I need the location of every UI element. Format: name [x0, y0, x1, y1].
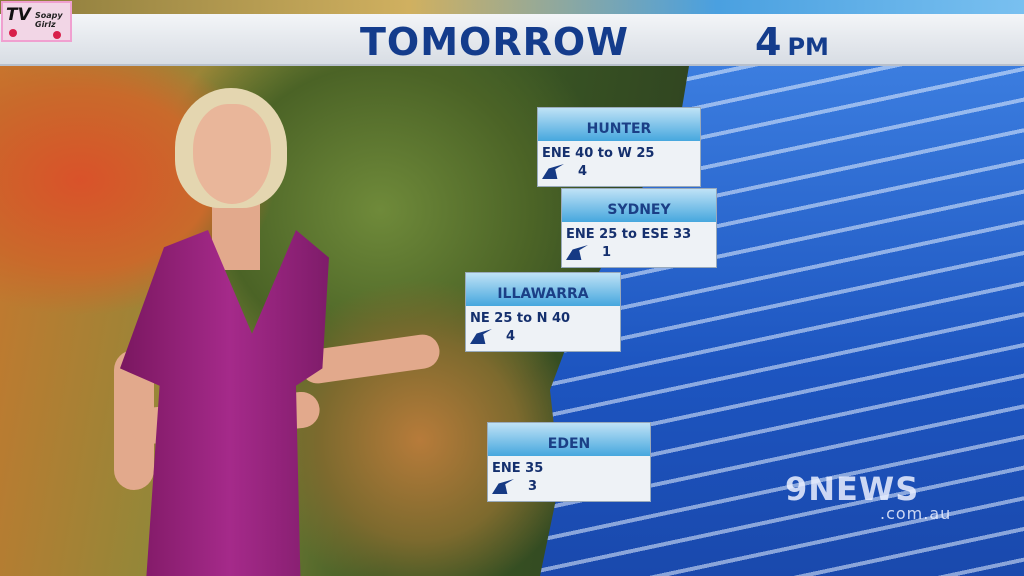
region-card-hunter: HUNTER ENE 40 to W 25 4 [537, 107, 701, 187]
region-name: SYDNEY [562, 189, 716, 222]
news-watermark: 9NEWS .com.au [785, 470, 952, 523]
wave-icon [542, 164, 564, 179]
title-banner: TOMORROW 4 PM [0, 14, 1024, 66]
region-card-sydney: SYDNEY ENE 25 to ESE 33 1 [561, 188, 717, 268]
wind-text: ENE 25 to ESE 33 [566, 227, 692, 242]
region-card-eden: EDEN ENE 35 3 [487, 422, 651, 502]
wave-icon [492, 479, 514, 494]
heart-icon [53, 31, 61, 39]
region-name: ILLAWARRA [466, 273, 620, 306]
logo-tv: TV [6, 5, 31, 25]
swell-value: 4 [578, 164, 588, 179]
presenter-face [193, 104, 271, 204]
swell-value: 4 [506, 329, 516, 344]
banner-time: 4 PM [755, 20, 829, 64]
wave-icon [566, 245, 588, 260]
wind-text: NE 25 to N 40 [470, 311, 571, 326]
channel-logo: TV Soapy Girlz [1, 1, 72, 42]
region-card-illawarra: ILLAWARRA NE 25 to N 40 4 [465, 272, 621, 352]
swell-value: 1 [602, 245, 612, 260]
wind-text: ENE 40 to W 25 [542, 146, 655, 161]
wave-icon [470, 329, 492, 344]
region-name: HUNTER [538, 108, 700, 141]
top-strip [0, 0, 1024, 14]
logo-text: Soapy Girlz [35, 11, 63, 29]
banner-title: TOMORROW [360, 20, 630, 64]
presenter [100, 80, 460, 576]
heart-icon [9, 29, 17, 37]
region-name: EDEN [488, 423, 650, 456]
swell-value: 3 [528, 479, 538, 494]
wind-text: ENE 35 [492, 461, 544, 476]
